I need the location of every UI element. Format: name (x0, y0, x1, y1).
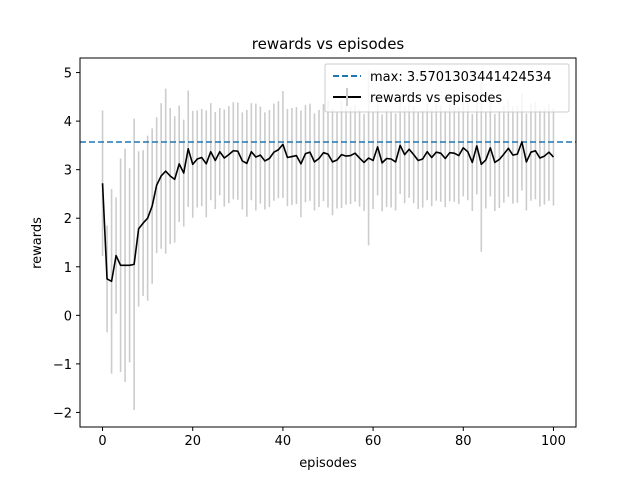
error-bars (101, 70, 555, 411)
x-axis: 0 20 40 60 80 100 (98, 427, 566, 449)
x-tick-label: 60 (365, 434, 382, 449)
y-tick-label: 1 (64, 261, 72, 276)
y-tick-label: 4 (64, 115, 72, 130)
y-tick-label: 3 (64, 164, 72, 179)
x-tick-label: 0 (98, 434, 106, 449)
series-line (101, 141, 555, 283)
legend-box (324, 63, 570, 113)
plot-frame (79, 57, 577, 428)
series-line-group (101, 141, 555, 283)
chart-title: rewards vs episodes (252, 35, 405, 53)
x-axis-label: episodes (299, 456, 357, 471)
legend: max: 3.5701303441424534 rewards vs episo… (324, 63, 570, 113)
x-tick-label: 40 (275, 434, 292, 449)
legend-series-label: rewards vs episodes (370, 91, 502, 106)
y-axis-label: rewards (30, 217, 45, 269)
y-tick-label: 0 (64, 309, 72, 324)
y-axis: −2 −1 0 1 2 3 4 5 (53, 67, 80, 421)
y-tick-label: −2 (53, 406, 72, 421)
legend-max-label: max: 3.5701303441424534 (370, 70, 552, 85)
y-tick-label: −1 (53, 358, 72, 373)
y-tick-label: 2 (64, 212, 72, 227)
y-tick-label: 5 (64, 67, 72, 82)
x-tick-label: 20 (184, 434, 201, 449)
x-tick-label: 80 (455, 434, 472, 449)
x-tick-label: 100 (541, 434, 566, 449)
